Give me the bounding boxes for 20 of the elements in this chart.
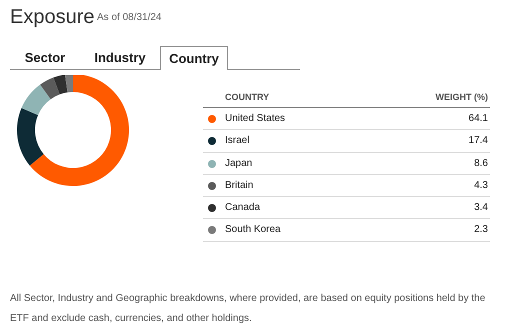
legend-label: South Korea [225, 224, 281, 236]
category-label: Country [160, 46, 228, 70]
data-label: 8.6 [474, 158, 488, 169]
legend-label: Canada [225, 202, 260, 214]
data-label: 64.1 [468, 113, 488, 124]
text: All Sector, Industry and Geographic breakdowns, where provided, are based on equity positions held by the ETF and exclude cash, currencies, and other holdings. [10, 292, 486, 326]
legend-label: Israel [225, 135, 250, 146]
data-label: 4.3 [474, 180, 488, 191]
data-label: 3.4 [474, 202, 488, 214]
text: WEIGHT (%) [436, 92, 488, 102]
data-label: 2.3 [474, 224, 488, 236]
legend-label: Britain [225, 180, 254, 191]
data-label: 17.4 [468, 135, 488, 146]
legend-title: COUNTRY [225, 92, 270, 102]
text: Exposure [10, 6, 94, 29]
category-label: Industry [80, 46, 160, 69]
text: As of 08/31/24 [97, 12, 162, 23]
category-label: Sector [10, 46, 80, 69]
legend-label: Japan [225, 158, 252, 169]
legend-label: United States [225, 113, 286, 124]
